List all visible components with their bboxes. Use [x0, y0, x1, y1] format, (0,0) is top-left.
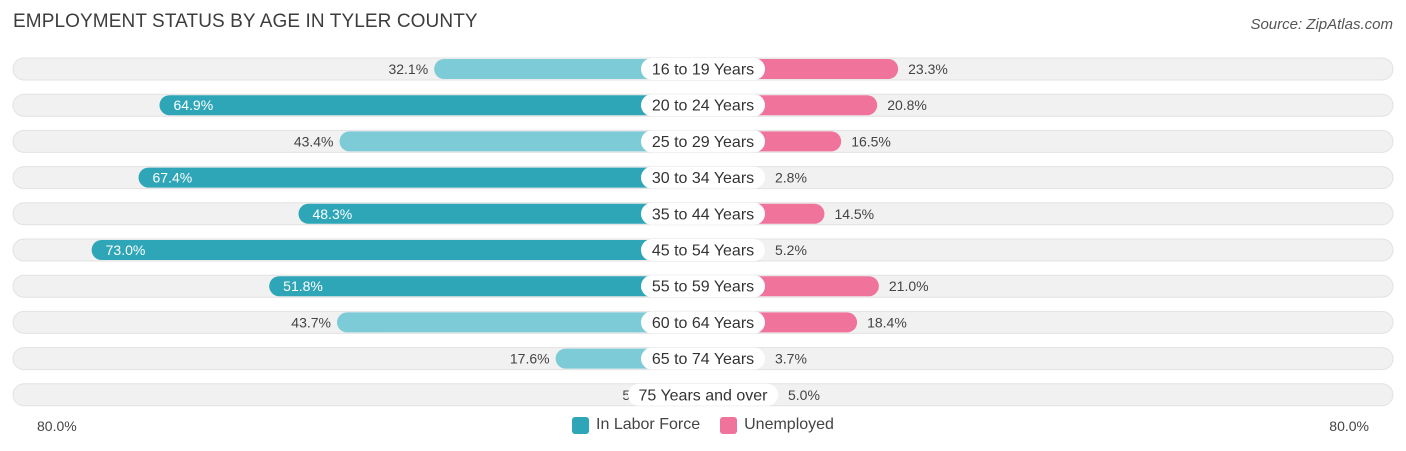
bar-labor-force: [339, 131, 703, 152]
category-pill: [641, 275, 765, 298]
bar-labor-force: [138, 167, 703, 188]
legend-swatch-labor-force: [572, 416, 590, 434]
label-labor-force: 32.1%: [388, 61, 428, 77]
label-labor-force: 43.4%: [294, 133, 334, 149]
category-label: 16 to 19 Years: [652, 62, 754, 79]
label-labor-force: 51.8%: [283, 278, 323, 294]
label-labor-force: 67.4%: [153, 170, 193, 186]
category-label: 60 to 64 Years: [652, 315, 754, 332]
legend-label-labor-force: In Labor Force: [596, 416, 701, 433]
category-label: 25 to 29 Years: [652, 134, 754, 151]
bar-labor-force: [298, 203, 703, 224]
category-pill: [641, 130, 765, 153]
legend-label-unemployed: Unemployed: [744, 416, 834, 433]
label-unemployed: 5.0%: [788, 387, 820, 403]
category-pill: [641, 166, 765, 189]
label-unemployed: 20.8%: [887, 97, 927, 113]
category-pill: [641, 202, 765, 225]
category-label: 35 to 44 Years: [652, 206, 754, 223]
category-pill: [628, 383, 778, 406]
bar-labor-force: [91, 240, 703, 260]
label-unemployed: 2.8%: [775, 170, 807, 186]
category-label: 45 to 54 Years: [652, 243, 754, 260]
label-unemployed: 18.4%: [867, 314, 907, 330]
bar-labor-force: [159, 95, 703, 116]
legend-item-unemployed: Unemployed: [720, 416, 834, 434]
category-label: 75 Years and over: [639, 387, 769, 404]
legend: In Labor Force Unemployed: [0, 416, 1406, 434]
category-pill: [641, 58, 765, 80]
category-pill: [641, 239, 765, 261]
label-labor-force: 73.0%: [106, 242, 146, 258]
category-label: 55 to 59 Years: [652, 279, 754, 296]
label-unemployed: 3.7%: [775, 351, 807, 367]
label-labor-force: 48.3%: [312, 206, 352, 222]
right-axis-label: 80.0%: [1329, 418, 1369, 434]
label-labor-force: 43.7%: [291, 314, 331, 330]
chart-title: EMPLOYMENT STATUS BY AGE IN TYLER COUNTY: [13, 11, 478, 32]
label-unemployed: 14.5%: [834, 206, 874, 222]
category-pill: [641, 94, 765, 117]
category-label: 30 to 34 Years: [652, 170, 754, 187]
bar-labor-force: [269, 276, 703, 297]
category-label: 20 to 24 Years: [652, 98, 754, 115]
category-pill: [641, 311, 765, 334]
legend-item-labor-force: In Labor Force: [572, 416, 700, 434]
category-label: 65 to 74 Years: [652, 351, 754, 368]
bar-labor-force: [434, 59, 703, 79]
label-unemployed: 5.2%: [775, 242, 807, 258]
label-unemployed: 23.3%: [908, 61, 948, 77]
label-labor-force: 17.6%: [510, 351, 550, 367]
legend-swatch-unemployed: [720, 416, 738, 434]
label-labor-force: 64.9%: [173, 97, 213, 113]
label-unemployed: 16.5%: [851, 133, 891, 149]
left-axis-label: 80.0%: [37, 418, 77, 434]
label-unemployed: 21.0%: [889, 278, 929, 294]
bar-labor-force: [337, 312, 703, 333]
source-note: Source: ZipAtlas.com: [1250, 16, 1393, 33]
category-pill: [641, 347, 765, 370]
